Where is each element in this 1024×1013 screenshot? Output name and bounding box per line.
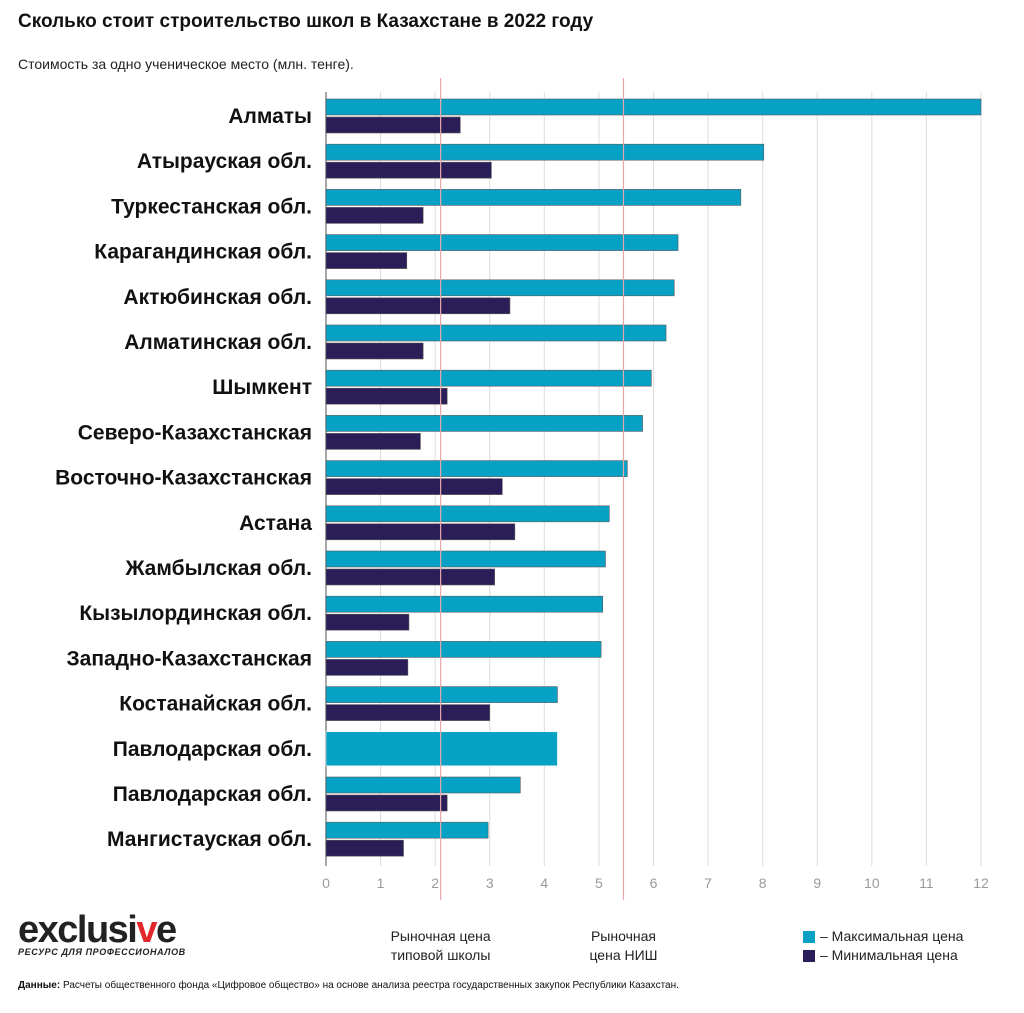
- x-tick-label: 7: [704, 875, 712, 891]
- bar-max: [325, 189, 742, 206]
- category-label: Алматы: [228, 105, 312, 128]
- bar-min: [325, 342, 424, 360]
- bar-max: [325, 550, 606, 568]
- bar-max: [325, 98, 982, 116]
- x-tick-label: 6: [650, 875, 658, 891]
- bar-min: [325, 523, 516, 541]
- bar-min: [325, 659, 409, 676]
- bar-max: [325, 731, 558, 767]
- x-tick-label: 8: [759, 875, 767, 891]
- legend-item-max: – Максимальная цена: [803, 927, 963, 946]
- bar-min: [325, 161, 492, 179]
- source-label: Данные:: [18, 980, 61, 991]
- x-tick-label: 1: [377, 875, 385, 891]
- legend-swatch-max: [803, 930, 815, 943]
- bar-max: [325, 505, 610, 523]
- reference-label-line: Рыночная: [590, 928, 656, 944]
- category-label: Атырауская обл.: [137, 150, 312, 173]
- bar-max: [325, 143, 765, 161]
- logo-word-start: exclusi: [18, 909, 138, 951]
- x-tick-label: 2: [431, 875, 439, 891]
- bar-min: [325, 704, 491, 721]
- category-label: Шымкент: [212, 376, 312, 399]
- x-tick-label: 12: [973, 875, 989, 891]
- bar-max: [325, 686, 558, 703]
- bar-max: [325, 415, 643, 432]
- bar-min: [325, 568, 495, 586]
- source-text: Расчеты общественного фонда «Цифровое об…: [62, 980, 679, 991]
- bar-max: [325, 641, 602, 658]
- bar-min: [325, 207, 424, 224]
- logo-word-v: v: [136, 909, 157, 951]
- bar-max: [325, 821, 489, 839]
- category-label: Костанайская обл.: [119, 693, 312, 716]
- x-tick-label: 11: [919, 875, 934, 891]
- category-label: Актюбинская обл.: [123, 286, 312, 309]
- chart-title: Сколько стоит строительство школ в Казах…: [18, 11, 594, 32]
- category-label: Павлодарская обл.: [113, 738, 312, 761]
- category-label: Карагандинская обл.: [94, 241, 312, 264]
- x-tick-label: 9: [813, 875, 821, 891]
- bar-min: [325, 433, 421, 450]
- bar-min: [325, 794, 448, 812]
- category-label: Мангистауская обл.: [107, 828, 312, 851]
- reference-label-line: цена НИШ: [589, 947, 658, 963]
- reference-label-line: Рыночная цена: [390, 928, 491, 944]
- bar-max: [325, 279, 675, 297]
- bar-min: [325, 839, 404, 857]
- category-label: Туркестанская обл.: [111, 195, 312, 218]
- category-label: Астана: [239, 512, 312, 535]
- bar-min: [325, 478, 503, 495]
- bar-max: [325, 460, 628, 477]
- logo-tagline: РЕСУРС ДЛЯ ПРОФЕССИОНАЛОВ: [18, 947, 186, 957]
- category-label: Алматинская обл.: [124, 331, 312, 354]
- category-label: Западно-Казахстанская: [67, 647, 313, 670]
- bar-max: [325, 234, 679, 251]
- category-label: Жамбылская обл.: [124, 557, 312, 580]
- x-tick-label: 4: [540, 875, 548, 891]
- legend-swatch-min: [803, 949, 815, 962]
- legend-label-max: – Максимальная цена: [820, 928, 964, 944]
- source-note: Данные: Расчеты общественного фонда «Циф…: [18, 980, 679, 991]
- category-label: Кызылординская обл.: [79, 602, 312, 625]
- bar-min: [325, 252, 408, 269]
- x-tick-label: 3: [486, 875, 494, 891]
- reference-label-line: типовой школы: [390, 947, 491, 963]
- x-tick-label: 0: [322, 875, 330, 891]
- x-tick-label: 5: [595, 875, 603, 891]
- exclusive-logo: exclusive РЕСУРС ДЛЯ ПРОФЕССИОНАЛОВ: [18, 910, 186, 957]
- bar-min: [325, 116, 461, 134]
- bar-max: [325, 776, 521, 794]
- bar-min: [325, 297, 511, 315]
- reference-label-typical-school: Рыночная цена типовой школы: [391, 927, 491, 965]
- logo-wordmark: exclusive: [18, 910, 186, 950]
- category-label: Павлодарская обл.: [113, 783, 312, 806]
- logo-word-end: e: [156, 909, 177, 951]
- legend-label-min: – Минимальная цена: [820, 947, 958, 963]
- bar-max: [325, 324, 667, 342]
- bar-max: [325, 595, 604, 613]
- legend-item-min: – Минимальная цена: [803, 946, 963, 965]
- category-label: Восточно-Казахстанская: [55, 467, 312, 490]
- chart-subtitle: Стоимость за одно ученическое место (млн…: [18, 56, 354, 72]
- reference-label-nish: Рыночная цена НИШ: [589, 927, 657, 965]
- bar-min: [325, 613, 410, 631]
- chart-legend: – Максимальная цена – Минимальная цена: [803, 927, 963, 965]
- bar-min: [325, 387, 448, 405]
- bar-max: [325, 369, 652, 387]
- category-label: Северо-Казахстанская: [78, 421, 312, 444]
- x-tick-label: 10: [864, 875, 880, 891]
